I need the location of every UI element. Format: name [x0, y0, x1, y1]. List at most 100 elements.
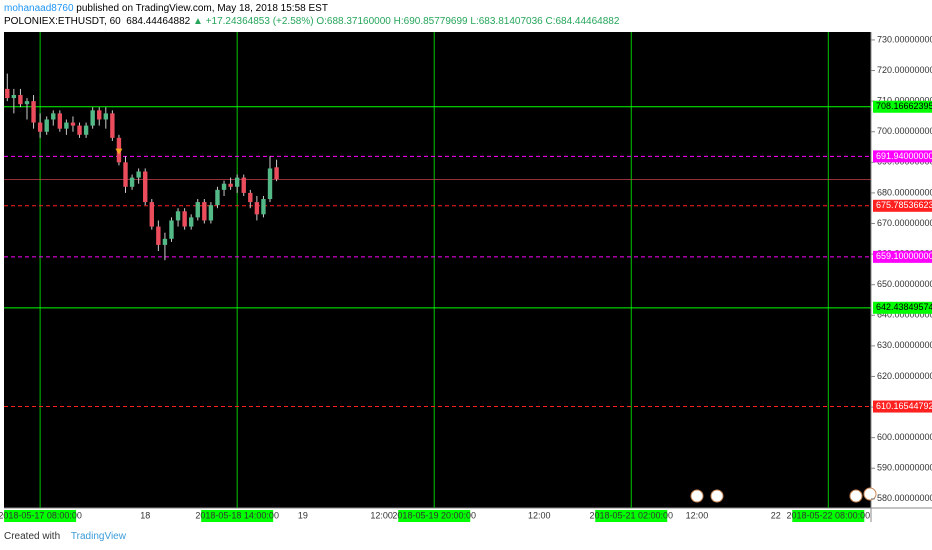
candle-body — [188, 217, 194, 227]
publish-line: mohanaad8760 published on TradingView.co… — [4, 2, 619, 15]
price: 684.44464882 — [126, 16, 191, 27]
high: H:690.85779699 — [393, 16, 468, 27]
level-label-box — [873, 100, 932, 113]
level-label-box — [873, 199, 932, 212]
candle-body — [234, 177, 240, 187]
y-tick-label: 670.00000000 — [877, 218, 932, 228]
candle-body — [274, 167, 279, 180]
candle-body — [51, 113, 56, 120]
event-icon[interactable] — [710, 489, 724, 503]
level-label-box — [873, 150, 932, 163]
candle-body — [156, 226, 161, 245]
x-tick-highlight — [4, 510, 77, 522]
candle-body — [136, 171, 141, 178]
x-tick-label: 2018-05-17 08:00:00 — [0, 510, 82, 520]
candle-body — [175, 211, 181, 221]
candle-body — [18, 95, 23, 105]
candle-body — [90, 110, 95, 126]
y-tick-label: 730.00000000 — [877, 34, 932, 44]
symbol: POLONIEX:ETHUSDT, 60 — [4, 16, 121, 27]
level-label-box — [873, 400, 932, 413]
chart: 580.00000000 590.00000000 600.00000000 610.… — [0, 32, 932, 522]
event-icon[interactable] — [849, 489, 863, 503]
candle-body — [215, 189, 220, 206]
x-tick-label: 12:00 — [370, 510, 393, 520]
x-tick-label: 18 — [140, 510, 150, 520]
candle-body — [254, 202, 260, 215]
y-tick-label: 600.00000000 — [877, 432, 932, 442]
symbol-line: POLONIEX:ETHUSDT, 60 684.44464882 ▲ +17.… — [4, 15, 619, 28]
y-tick-label: 720.00000000 — [877, 65, 932, 75]
level-label-box — [873, 301, 932, 314]
close: C:684.44464882 — [545, 16, 620, 27]
level-label: 708.16662395 — [876, 101, 932, 111]
x-tick-highlight — [792, 510, 865, 522]
candle-body — [228, 183, 233, 187]
y-tick-label: 580.00000000 — [877, 493, 932, 503]
y-tick-label: 680.00000000 — [877, 187, 932, 197]
candle-body — [182, 211, 187, 227]
candle-body — [70, 122, 76, 126]
candle-body — [44, 119, 49, 132]
x-tick-highlight — [201, 510, 274, 522]
candle-body — [208, 205, 214, 221]
candle-body — [129, 177, 135, 187]
candle-body — [221, 183, 227, 190]
candle-body — [248, 192, 253, 203]
x-tick-label: 2018-05-19 20:00:00 — [392, 510, 476, 520]
y-tick-label: 620.00000000 — [877, 371, 932, 381]
candle-body — [24, 101, 30, 105]
plot-layer — [4, 32, 871, 508]
open: O:688.37160000 — [316, 16, 391, 27]
candle-body — [64, 122, 69, 129]
level-label-box — [873, 250, 932, 263]
low: L:683.81407036 — [470, 16, 543, 27]
level-label: 642.43849574 — [876, 302, 932, 312]
candle-body — [261, 199, 266, 215]
candle-body — [202, 202, 207, 221]
y-tick-label: 630.00000000 — [877, 340, 932, 350]
y-tick-label: 710.00000000 — [877, 96, 932, 106]
candle-body — [97, 110, 102, 120]
level-label: 610.16544792 — [876, 401, 932, 411]
published: published on TradingView.com, May 18, 20… — [76, 3, 328, 14]
y-tick-label: 700.00000000 — [877, 126, 932, 136]
author[interactable]: mohanaad8760 — [4, 3, 74, 14]
x-tick-label: 12:00 — [686, 510, 709, 520]
event-icon[interactable] — [690, 489, 704, 503]
x-tick-label: 12:00 — [528, 510, 551, 520]
candle-body — [83, 125, 89, 135]
event-icon[interactable] — [863, 487, 877, 501]
change: ▲ +17.24364853 (+2.58%) — [193, 16, 314, 27]
x-tick-label: 2018-05-18 14:00:00 — [195, 510, 279, 520]
plot-background — [4, 32, 871, 508]
candle-body — [57, 113, 63, 129]
event-icons[interactable] — [690, 487, 877, 503]
candle-body — [11, 95, 17, 99]
x-tick-label: 2018-05-21 02:00:00 — [589, 510, 673, 520]
candle-body — [267, 168, 273, 200]
candle-body — [31, 101, 36, 123]
created-with: Created with — [4, 531, 61, 542]
x-tick-highlight — [595, 510, 668, 522]
level-label: 659.10000000 — [876, 251, 932, 261]
candle-body — [162, 238, 168, 245]
y-tick-label: 590.00000000 — [877, 463, 932, 473]
level-label: 675.78536623 — [876, 200, 932, 210]
candle-body — [169, 220, 174, 239]
signal-marker — [115, 148, 123, 155]
candle-body — [149, 202, 154, 227]
footer: Created with TradingView — [4, 531, 126, 542]
brand[interactable]: TradingView — [70, 531, 126, 542]
candle-body — [143, 171, 148, 203]
candle-body — [77, 125, 82, 135]
header: mohanaad8760 published on TradingView.co… — [4, 2, 619, 28]
candle-body — [195, 202, 200, 218]
y-tick-label: 640.00000000 — [877, 310, 932, 320]
x-tick-highlight — [398, 510, 471, 522]
candle-body — [241, 177, 246, 193]
x-tick-label: 19 — [298, 510, 308, 520]
level-label: 691.94000000 — [876, 151, 932, 161]
y-tick-label: 650.00000000 — [877, 279, 932, 289]
